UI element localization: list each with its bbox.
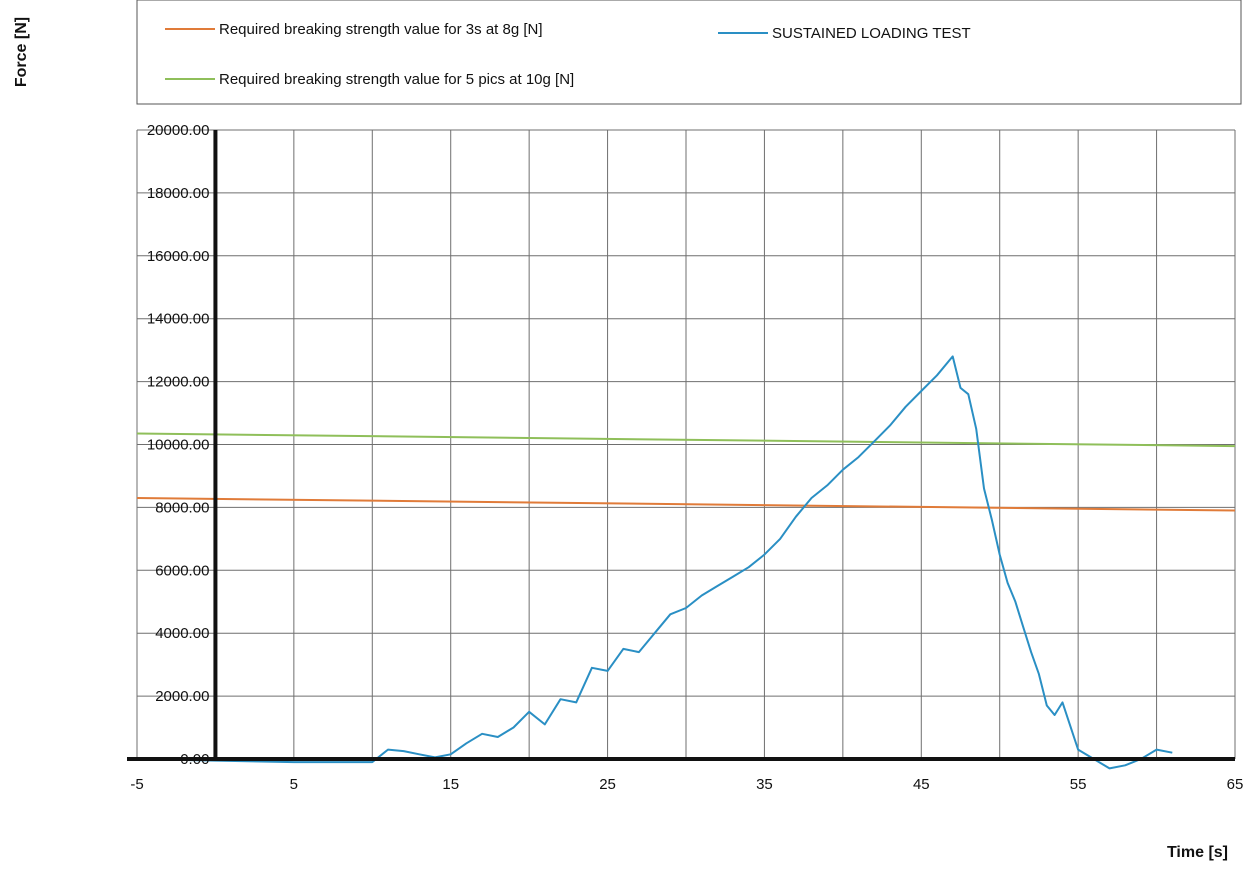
tick-labels: 0.00 2000.00 4000.00 6000.00 8000.00 10000.00…: [130, 122, 1243, 793]
legend-box: [136, 0, 1242, 105]
series-layer: [136, 355, 1236, 770]
series-line-2: [136, 432, 1236, 448]
x-tick-label: 55: [1070, 776, 1087, 793]
series-line-3: [136, 355, 1173, 770]
y-tick-label: 16000.00: [147, 248, 210, 265]
y-tick-label: 14000.00: [147, 311, 210, 328]
y-tick-label: 8000.00: [155, 499, 209, 516]
y-tick-label: 6000.00: [155, 562, 209, 579]
y-axis-title: Force [N]: [13, 17, 30, 87]
legend-label-2: Required breaking strength value for 5 p…: [219, 71, 574, 88]
x-tick-label: 35: [756, 776, 773, 793]
x-tick-label: 65: [1227, 776, 1244, 793]
legend-label-1: Required breaking strength value for 3s …: [219, 21, 543, 38]
x-tick-label: -5: [130, 776, 143, 793]
y-tick-label: 0.00: [180, 751, 209, 768]
y-tick-label: 10000.00: [147, 437, 210, 454]
y-tick-label: 4000.00: [155, 625, 209, 642]
x-tick-label: 15: [442, 776, 459, 793]
y-tick-label: 12000.00: [147, 374, 210, 391]
series-line-1: [136, 497, 1236, 512]
y-tick-label: 20000.00: [147, 122, 210, 139]
legend-label-3: SUSTAINED LOADING TEST: [772, 25, 971, 42]
x-tick-label: 25: [599, 776, 616, 793]
axes: [127, 130, 1235, 761]
x-axis-title: Time [s]: [1167, 844, 1228, 861]
y-tick-label: 2000.00: [155, 688, 209, 705]
y-tick-label: 18000.00: [147, 185, 210, 202]
x-tick-label: 45: [913, 776, 930, 793]
x-tick-label: 5: [290, 776, 298, 793]
legend: Required breaking strength value for 3s …: [165, 21, 971, 88]
